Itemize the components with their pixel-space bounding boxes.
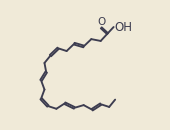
Text: OH: OH <box>115 21 133 34</box>
Text: O: O <box>97 17 105 27</box>
